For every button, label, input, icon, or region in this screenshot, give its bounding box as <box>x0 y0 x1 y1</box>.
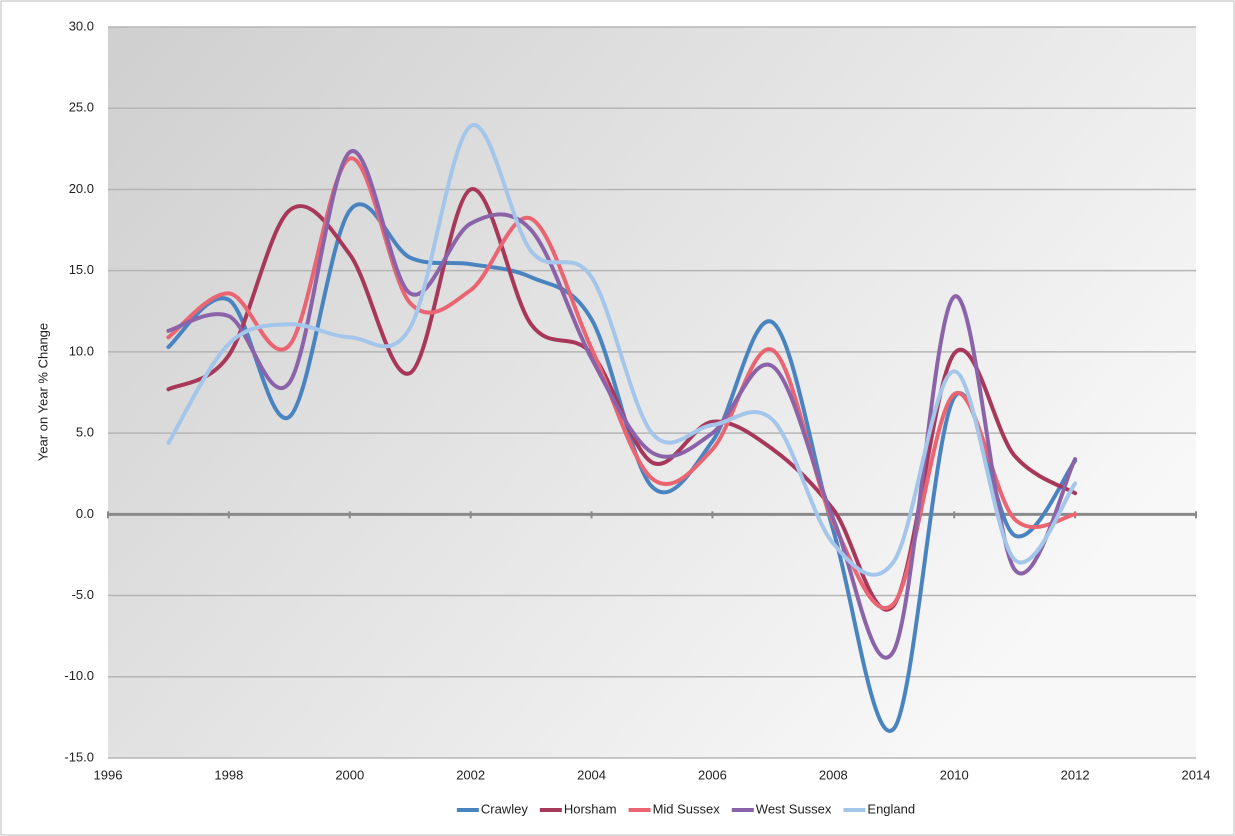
y-tick-label: -5.0 <box>72 587 94 602</box>
y-tick-label: 5.0 <box>76 425 94 440</box>
series-line <box>166 149 1078 660</box>
y-axis-label: Year on Year % Change <box>35 323 50 461</box>
x-tick-label: 2012 <box>1061 767 1090 782</box>
y-tick-label: 10.0 <box>69 343 94 358</box>
x-tick-label: 1998 <box>214 767 243 782</box>
series-line <box>166 123 1078 577</box>
legend-label: West Sussex <box>756 801 832 816</box>
y-tick-label: 25.0 <box>69 100 94 115</box>
x-tick-label: 2002 <box>456 767 485 782</box>
y-tick-label: 0.0 <box>76 506 94 521</box>
legend-label: Horsham <box>564 801 617 816</box>
x-tick-label: 2010 <box>940 767 969 782</box>
series-line <box>166 187 1078 612</box>
legend-label: Mid Sussex <box>653 801 721 816</box>
x-tick-label: 2006 <box>698 767 727 782</box>
x-tick-label: 2004 <box>577 767 606 782</box>
y-tick-label: -10.0 <box>64 668 94 683</box>
y-tick-label: 30.0 <box>69 18 94 33</box>
x-tick-label: 2014 <box>1182 767 1211 782</box>
legend-label: Crawley <box>481 801 528 816</box>
series-line <box>166 156 1078 611</box>
y-tick-label: -15.0 <box>64 749 94 764</box>
y-tick-label: 15.0 <box>69 262 94 277</box>
x-tick-label: 2000 <box>335 767 364 782</box>
y-tick-label: 20.0 <box>69 181 94 196</box>
legend-label: England <box>867 801 915 816</box>
series-line <box>166 202 1078 733</box>
x-tick-label: 2008 <box>819 767 848 782</box>
plot-area <box>108 27 1196 758</box>
x-tick-label: 1996 <box>94 767 123 782</box>
